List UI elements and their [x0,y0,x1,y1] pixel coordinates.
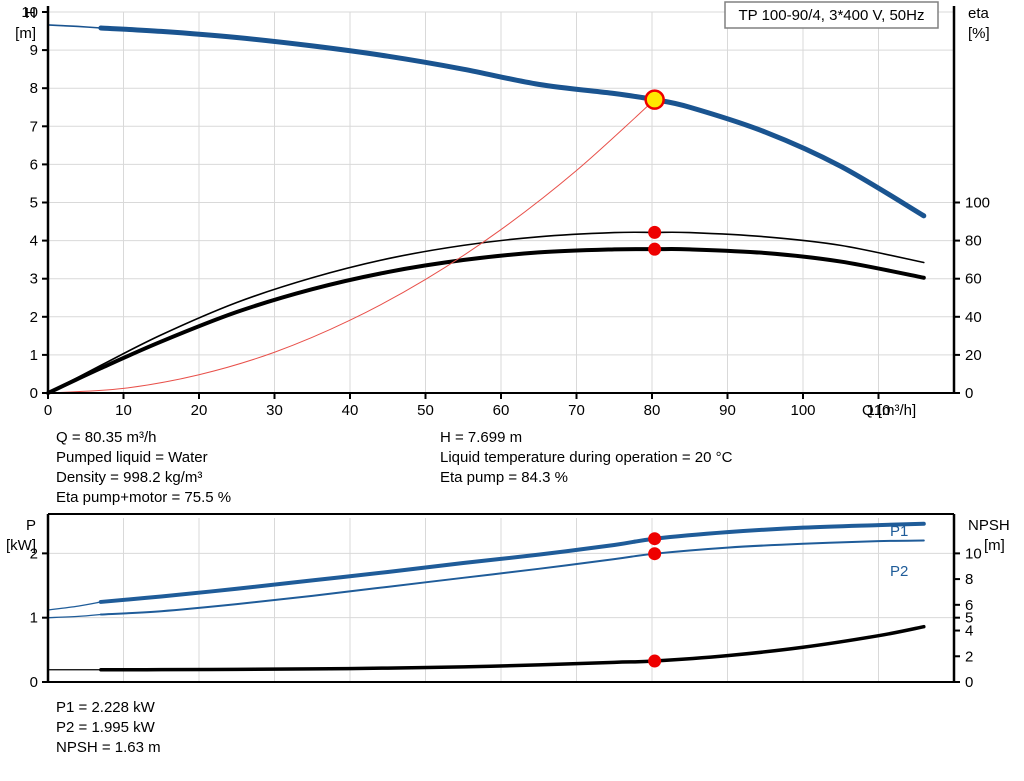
tick-label-left: 3 [30,271,38,288]
bottom-chart-group: 0 1 2 0 2 456 8 10 P [kW] NPSH [m] P1 P2 [6,513,1010,691]
tick-label-x: 100 [790,402,815,419]
info-p2: P2 = 1.995 kW [56,719,155,736]
tick-label-left: 7 [30,118,38,135]
tick-label-right: 80 [965,233,982,250]
tick-label-right: 0 [965,674,973,691]
chart-title-label: TP 100-90/4, 3*400 V, 50Hz [739,7,925,24]
tick-label-x: 10 [115,402,132,419]
tick-label-x: 90 [719,402,736,419]
info-p1: P1 = 2.228 kW [56,699,155,716]
curve-h-head-thin-range [47,24,102,29]
marker-p1-point[interactable] [648,532,662,546]
power-npsh-chart: 0 1 2 0 2 456 8 10 P [kW] NPSH [m] P1 P2 [6,513,1010,691]
tick-label-left: 2 [30,545,38,562]
duty-info-left: Q = 80.35 m³/h Pumped liquid = Water Den… [56,428,231,508]
curve-system-curve [47,99,656,394]
tick-label-left: 0 [30,385,38,402]
marker-duty-point[interactable] [644,89,665,110]
tick-label-x: 40 [342,402,359,419]
axis-title-eta: eta [968,5,990,22]
marker-npsh-point[interactable] [648,654,662,668]
tick-label-x: 70 [568,402,585,419]
tick-label-x: 20 [191,402,208,419]
axis-title-p-unit: [kW] [6,537,36,554]
tick-label-x: 30 [266,402,283,419]
power-info: P1 = 2.228 kW P2 = 1.995 kW NPSH = 1.63 … [56,698,161,758]
tick-label-x: 110 [867,402,891,419]
tick-label-right: 20 [965,347,982,364]
duty-info-right: H = 7.699 m Liquid temperature during op… [440,428,732,488]
curve-label-p1: P1 [890,523,908,540]
tick-label-left: 8 [30,80,38,97]
tick-label-x: 80 [644,402,661,419]
tick-label-left: 6 [30,156,38,173]
tick-label-left: 1 [30,610,38,627]
axis-title-h-unit: [m] [15,25,36,42]
marker-eta-pump-motor-point[interactable] [648,242,662,256]
tick-label-right: 8 [965,571,973,588]
tick-label-x: 60 [493,402,510,419]
curve-p1-thin-start [47,601,102,611]
tick-label-right: 6 [965,597,973,614]
tick-label-right: 60 [965,271,982,288]
curve-p2-thin-start [47,613,102,619]
info-liquid-temperature: Liquid temperature during operation = 20… [440,449,733,466]
info-eta-pump: Eta pump = 84.3 % [440,469,568,486]
curve-label-p2: P2 [890,563,908,580]
tick-label-left: 10 [21,4,38,21]
tick-label-right: 0 [965,385,973,402]
curve-p1 [98,521,926,604]
tick-label-left: 9 [30,42,38,59]
tick-label-left: 2 [30,309,38,326]
chart-title-box-frame [724,1,939,29]
tick-label-right: 40 [965,309,982,326]
axis-title-eta-unit: [%] [968,25,990,42]
tick-label-right: 100 [965,195,990,212]
tick-label-x: 50 [417,402,434,419]
chart-title-box: TP 100-90/4, 3*400 V, 50Hz [724,1,939,29]
tick-label-left: 4 [30,233,38,250]
tick-label-right: 5 [965,610,973,627]
info-pumped-liquid: Pumped liquid = Water [56,449,208,466]
axis-title-p: P [26,517,36,534]
marker-eta-pump-point[interactable] [648,225,662,239]
info-eta-pump-motor: Eta pump+motor = 75.5 % [56,489,232,506]
curve-eta-pump-motor-thick [46,247,926,395]
tick-label-left: 5 [30,195,38,212]
tick-label-x: 0 [44,402,52,419]
axis-title-q: Q [m³/h] [862,402,916,419]
tick-label-left: 1 [30,347,38,364]
tick-label-left: 0 [30,674,38,691]
curve-p2 [99,539,925,616]
info-flow: Q = 80.35 m³/h [56,429,157,446]
tick-label-right: 10 [965,545,982,562]
axis-title-npsh: NPSH [968,517,1010,534]
tick-label-right: 4 [965,623,973,640]
tick-label-right: 2 [965,648,973,665]
axis-title-h: H [25,5,36,22]
info-npsh: NPSH = 1.63 m [56,739,161,756]
axis-title-npsh-unit: [m] [984,537,1005,554]
curve-h-head-duty-range [98,25,927,219]
info-density: Density = 998.2 kg/m³ [56,469,203,486]
curve-eta-pump-thin [47,231,925,394]
info-head: H = 7.699 m [440,429,523,446]
marker-p2-point[interactable] [648,547,662,561]
curve-npsh [99,624,926,672]
